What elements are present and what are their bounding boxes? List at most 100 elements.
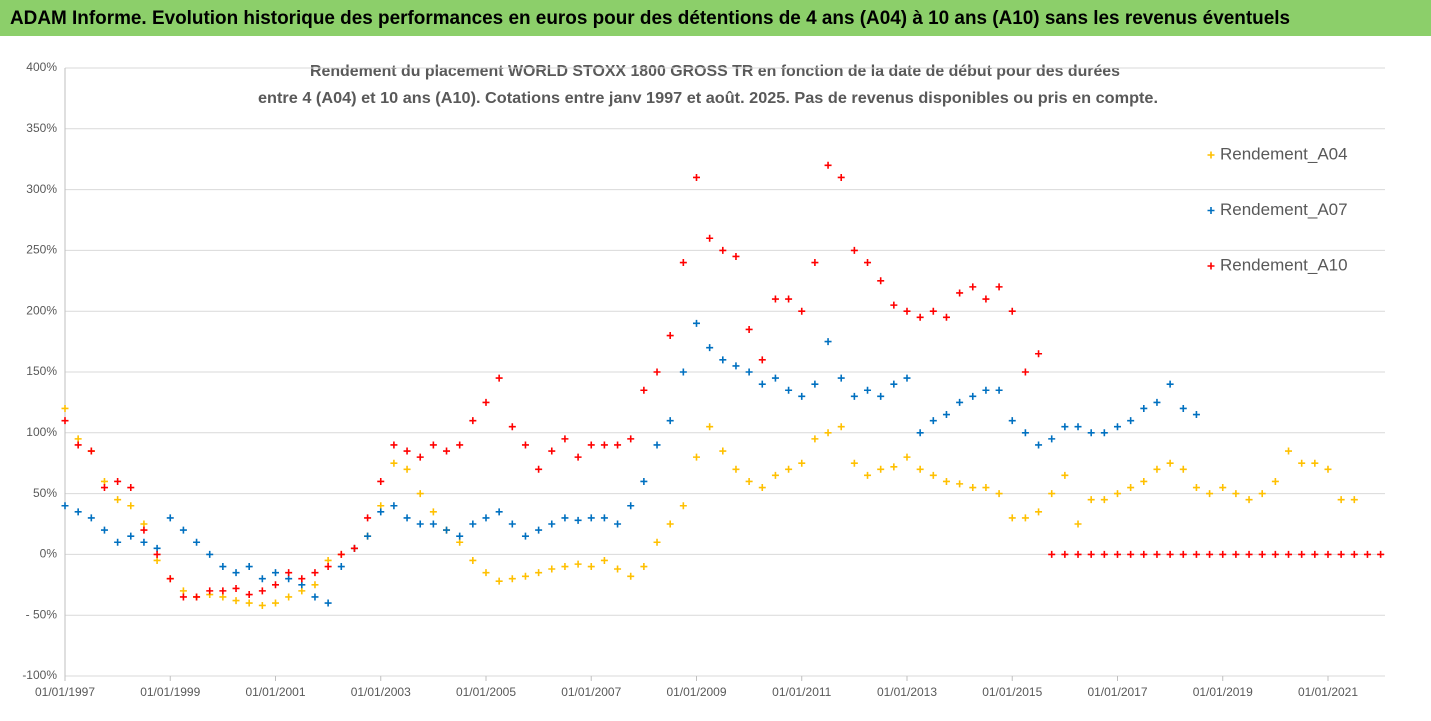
data-point — [824, 338, 832, 346]
data-point — [1179, 550, 1187, 558]
data-point — [535, 465, 543, 473]
data-point — [153, 556, 161, 564]
data-point — [114, 477, 122, 485]
data-point — [206, 550, 214, 558]
data-point — [390, 441, 398, 449]
data-point — [206, 587, 214, 595]
data-point — [298, 587, 306, 595]
data-point — [1061, 423, 1069, 431]
data-point — [614, 565, 622, 573]
data-point — [140, 538, 148, 546]
data-point — [587, 441, 595, 449]
data-point — [587, 514, 595, 522]
data-point — [732, 465, 740, 473]
data-point — [193, 593, 201, 601]
data-point — [850, 459, 858, 467]
data-point — [877, 277, 885, 285]
data-point — [864, 386, 872, 394]
data-point — [614, 520, 622, 528]
data-point — [1219, 484, 1227, 492]
data-point — [1337, 550, 1345, 558]
data-point — [364, 532, 372, 540]
data-point — [1363, 550, 1371, 558]
data-point — [1100, 429, 1108, 437]
data-point — [929, 417, 937, 425]
data-point — [1048, 490, 1056, 498]
data-point — [1074, 423, 1082, 431]
data-point — [561, 563, 569, 571]
data-point — [1324, 550, 1332, 558]
data-point — [942, 477, 950, 485]
legend-marker — [1207, 207, 1215, 214]
data-point — [706, 234, 714, 242]
data-point — [166, 575, 174, 583]
x-tick-label: 01/01/2005 — [456, 685, 516, 699]
data-point — [640, 386, 648, 394]
data-point — [87, 514, 95, 522]
data-point — [114, 496, 122, 504]
data-point — [1087, 429, 1095, 437]
data-point — [600, 514, 608, 522]
data-point — [1192, 484, 1200, 492]
data-point — [1100, 550, 1108, 558]
data-point — [692, 173, 700, 181]
data-point — [982, 295, 990, 303]
data-point — [1048, 435, 1056, 443]
data-point — [732, 252, 740, 260]
title-bar — [0, 0, 1431, 36]
data-point — [495, 374, 503, 382]
x-tick-label: 01/01/1997 — [35, 685, 95, 699]
data-point — [916, 465, 924, 473]
data-point — [956, 480, 964, 488]
data-point — [219, 563, 227, 571]
data-point — [890, 463, 898, 471]
data-point — [1350, 550, 1358, 558]
chart-subtitle: entre 4 (A04) et 10 ans (A10). Cotations… — [258, 90, 1158, 107]
data-point — [811, 435, 819, 443]
data-point — [574, 516, 582, 524]
data-point — [127, 532, 135, 540]
data-point — [745, 477, 753, 485]
data-point — [443, 526, 451, 534]
data-point — [771, 374, 779, 382]
data-point — [1035, 350, 1043, 358]
data-point — [666, 417, 674, 425]
data-point — [429, 508, 437, 516]
legend-label: Rendement_A04 — [1220, 144, 1348, 163]
data-point — [903, 453, 911, 461]
data-point — [1113, 490, 1121, 498]
data-point — [942, 313, 950, 321]
data-point — [87, 447, 95, 455]
data-point — [1298, 459, 1306, 467]
data-point — [653, 368, 661, 376]
x-tick-label: 01/01/2009 — [666, 685, 726, 699]
data-point — [377, 508, 385, 516]
data-point — [1140, 550, 1148, 558]
data-point — [258, 575, 266, 583]
data-point — [535, 569, 543, 577]
data-point — [1127, 484, 1135, 492]
data-point — [482, 569, 490, 577]
data-point — [271, 569, 279, 577]
x-tick-label: 01/01/2001 — [245, 685, 305, 699]
data-point — [758, 484, 766, 492]
x-tick-label: 01/01/1999 — [140, 685, 200, 699]
data-point — [1179, 465, 1187, 473]
data-point — [1350, 496, 1358, 504]
data-point — [232, 597, 240, 605]
data-point — [74, 508, 82, 516]
y-tick-label: - 50% — [26, 607, 58, 621]
data-point — [798, 459, 806, 467]
data-point — [785, 295, 793, 303]
data-point — [653, 538, 661, 546]
data-point — [469, 556, 477, 564]
data-point — [232, 569, 240, 577]
x-tick-label: 01/01/2021 — [1298, 685, 1358, 699]
data-point — [837, 423, 845, 431]
data-point — [482, 514, 490, 522]
data-point — [298, 575, 306, 583]
data-point — [219, 587, 227, 595]
data-point — [1140, 477, 1148, 485]
data-point — [495, 577, 503, 585]
data-point — [311, 569, 319, 577]
